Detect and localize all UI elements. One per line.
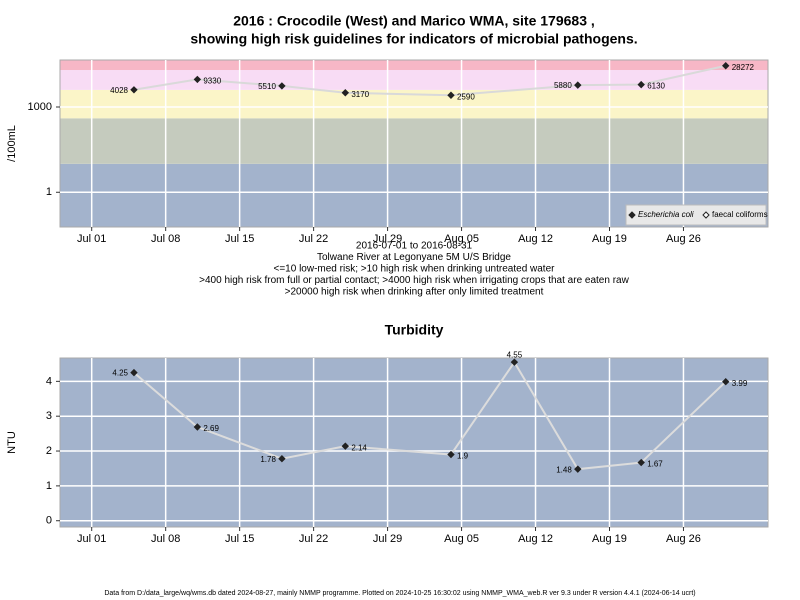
subtitle-line: <=10 low-med risk; >10 high risk when dr… bbox=[274, 264, 556, 275]
x-tick-label: Aug 12 bbox=[518, 533, 553, 545]
y-axis-label: NTU bbox=[6, 431, 18, 454]
x-tick-label: Jul 15 bbox=[225, 533, 254, 545]
data-point bbox=[130, 86, 138, 94]
data-label: 9330 bbox=[203, 77, 221, 86]
data-point bbox=[574, 81, 582, 89]
subtitle-line: >20000 high risk when drinking after onl… bbox=[285, 287, 544, 298]
x-tick-label: Jul 15 bbox=[225, 233, 254, 245]
data-point bbox=[510, 358, 519, 366]
x-tick-label: Jul 08 bbox=[151, 533, 180, 545]
data-label: 4.25 bbox=[112, 369, 128, 378]
y-tick-label: 4 bbox=[46, 375, 52, 387]
data-point bbox=[574, 465, 582, 473]
data-label: 2.14 bbox=[351, 443, 367, 452]
data-label: 5880 bbox=[554, 81, 572, 90]
data-label: 5510 bbox=[258, 82, 276, 91]
data-label: 3170 bbox=[351, 90, 369, 99]
data-label: 2590 bbox=[457, 92, 475, 101]
data-point bbox=[130, 368, 138, 377]
subtitle-line: 2016-07-01 to 2016-08-31 bbox=[356, 241, 473, 252]
data-point bbox=[447, 450, 455, 459]
x-tick-label: Jul 29 bbox=[373, 233, 402, 245]
x-tick-label: Aug 05 bbox=[444, 533, 479, 545]
data-point bbox=[193, 75, 202, 84]
data-label: 6130 bbox=[647, 82, 665, 91]
data-point bbox=[278, 454, 286, 463]
data-point bbox=[722, 62, 730, 70]
data-point bbox=[341, 89, 350, 97]
x-tick-label: Aug 19 bbox=[592, 533, 627, 545]
data-point bbox=[193, 423, 202, 431]
y-tick-label: 1 bbox=[46, 480, 52, 492]
y-tick-label: 1 bbox=[46, 186, 52, 198]
data-point bbox=[447, 91, 455, 99]
risk-band bbox=[60, 118, 768, 164]
data-label: 1.67 bbox=[647, 460, 663, 469]
x-tick-label: Aug 05 bbox=[444, 233, 479, 245]
legend-marker bbox=[702, 211, 710, 219]
y-axis-label: /100mL bbox=[6, 125, 18, 162]
y-tick-label: 1000 bbox=[28, 101, 52, 113]
data-label: 2.69 bbox=[203, 424, 219, 433]
data-label: 1.9 bbox=[457, 452, 469, 461]
data-label: 1.78 bbox=[260, 455, 276, 464]
data-point bbox=[722, 377, 730, 386]
plot-frame bbox=[59, 357, 769, 528]
x-tick-label: Aug 19 bbox=[592, 233, 627, 245]
y-tick-label: 0 bbox=[46, 515, 52, 527]
data-label: 4028 bbox=[110, 86, 128, 95]
data-point bbox=[637, 80, 645, 89]
data-label: 28272 bbox=[732, 63, 755, 72]
x-tick-label: Jul 08 bbox=[151, 233, 180, 245]
x-tick-label: Jul 22 bbox=[299, 533, 328, 545]
legend-marker bbox=[628, 211, 636, 219]
data-label: 3.99 bbox=[732, 379, 748, 388]
chart-title: 2016 : Crocodile (West) and Marico WMA, … bbox=[233, 13, 595, 29]
legend-label: Escherichia coli bbox=[638, 210, 694, 219]
data-point bbox=[278, 82, 286, 90]
chart-title: Turbidity bbox=[385, 322, 444, 338]
x-tick-label: Jul 01 bbox=[77, 233, 106, 245]
y-tick-label: 2 bbox=[46, 445, 52, 457]
data-point bbox=[637, 458, 645, 467]
x-tick-label: Jul 29 bbox=[373, 533, 402, 545]
chart-title: showing high risk guidelines for indicat… bbox=[190, 31, 637, 47]
legend-label: faecal coliforms bbox=[712, 210, 768, 219]
subtitle-line: Tolwane River at Legonyane 5M U/S Bridge bbox=[317, 252, 511, 263]
series-line bbox=[133, 64, 726, 97]
x-tick-label: Aug 26 bbox=[666, 533, 701, 545]
footer: Data from D:/data_large/wq/wms.db dated … bbox=[104, 590, 695, 597]
subtitle-line: >400 high risk from full or partial cont… bbox=[199, 275, 629, 286]
data-label: 4.55 bbox=[507, 350, 523, 359]
x-tick-label: Aug 12 bbox=[518, 233, 553, 245]
x-tick-label: Jul 01 bbox=[77, 533, 106, 545]
legend-box bbox=[625, 204, 767, 226]
data-point bbox=[341, 442, 350, 450]
y-tick-label: 3 bbox=[46, 410, 52, 422]
data-label: 1.48 bbox=[556, 465, 572, 474]
x-tick-label: Jul 22 bbox=[299, 233, 328, 245]
plot-frame bbox=[59, 59, 769, 228]
x-tick-label: Aug 26 bbox=[666, 233, 701, 245]
risk-band bbox=[60, 60, 768, 71]
plot-background bbox=[60, 358, 768, 527]
